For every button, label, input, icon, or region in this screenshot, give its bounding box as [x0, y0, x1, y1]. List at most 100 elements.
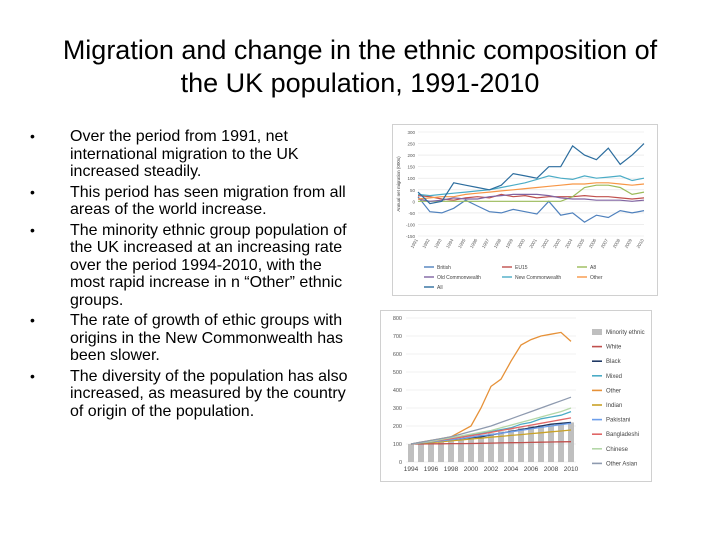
bullet-text: The rate of growth of ethic groups with …	[70, 312, 344, 364]
legend-label: White	[606, 345, 622, 351]
series-line	[417, 143, 645, 205]
x-tick-label: 2005	[576, 238, 586, 250]
y-tick-label: -150	[406, 234, 416, 239]
x-tick-label: 2009	[624, 238, 634, 250]
minority-ethnic-bar	[508, 429, 514, 462]
x-tick-label: 2007	[600, 238, 610, 250]
x-tick-label: 1993	[433, 238, 443, 250]
y-tick-label: 300	[407, 130, 415, 135]
legend-label: Black	[606, 359, 622, 365]
y-tick-label: 200	[407, 153, 415, 158]
minority-ethnic-bar	[558, 423, 564, 462]
series-line	[410, 429, 572, 445]
minority-ethnic-bar	[418, 443, 424, 462]
y-tick-label: 400	[393, 388, 402, 394]
series-line	[410, 396, 572, 445]
minority-ethnic-bar	[408, 444, 414, 462]
legend-label: Minority ethnic	[606, 330, 645, 336]
legend-label: All	[437, 285, 443, 291]
legend-swatch	[592, 329, 602, 335]
minority-ethnic-bar	[458, 438, 464, 462]
y-tick-label: 250	[407, 142, 415, 147]
bullet-dot: •	[30, 221, 35, 238]
series-line	[417, 182, 645, 200]
x-tick-label: 2010	[564, 466, 579, 473]
y-tick-label: 0	[399, 460, 402, 466]
bullet-item: • The diversity of the population has als…	[30, 368, 360, 421]
minority-ethnic-bar	[518, 427, 524, 462]
bullet-item: • The rate of growth of ethic groups with…	[30, 312, 360, 365]
series-line	[410, 407, 572, 445]
bullet-text: Over the period from 1991, net internati…	[70, 128, 299, 180]
series-line	[417, 193, 645, 201]
y-tick-label: 100	[393, 442, 402, 448]
y-tick-label: 50	[410, 188, 416, 193]
series-line	[417, 175, 645, 197]
minority-ethnic-bar	[488, 433, 494, 462]
y-axis-label: Annual net migration (000s)	[396, 156, 401, 212]
x-tick-label: 1994	[404, 466, 419, 473]
y-tick-label: 100	[407, 176, 415, 181]
x-tick-label: 1992	[421, 238, 431, 250]
bullet-list: • Over the period from 1991, net internat…	[30, 128, 360, 423]
y-tick-label: -50	[408, 211, 415, 216]
y-tick-label: -100	[406, 222, 416, 227]
x-tick-label: 2008	[612, 238, 622, 250]
legend-label: Pakistani	[606, 418, 630, 424]
x-tick-label: 2006	[588, 238, 598, 250]
bullet-dot: •	[30, 367, 35, 384]
legend-label: Other Asian	[606, 461, 637, 467]
y-tick-label: 150	[407, 165, 415, 170]
x-tick-label: 2001	[528, 238, 538, 250]
legend-label: Old Commonwealth	[437, 275, 481, 281]
y-tick-label: 500	[393, 370, 402, 376]
y-tick-label: 200	[393, 424, 402, 430]
net-migration-chart: 300 250 200 150 100 50 0 -50 -100 -150 Annual net …	[392, 124, 658, 296]
series-line	[417, 196, 645, 223]
legend-label: New Commonwealth	[515, 275, 561, 281]
legend-label: Bangladeshi	[606, 432, 639, 438]
minority-ethnic-bar	[548, 424, 554, 462]
legend-label: EU15	[515, 265, 528, 271]
series-line	[410, 422, 572, 445]
y-tick-label: 0	[412, 199, 415, 204]
minority-ethnic-bar	[468, 436, 474, 462]
x-tick-label: 2000	[464, 466, 479, 473]
bullet-dot: •	[30, 128, 35, 144]
x-tick-label: 1998	[444, 466, 459, 473]
y-tick-label: 700	[393, 334, 402, 340]
slide-title: Migration and change in the ethnic compo…	[20, 34, 700, 100]
y-tick-label: 800	[393, 316, 402, 322]
series-line	[411, 441, 572, 445]
x-tick-label: 1998	[493, 238, 503, 250]
legend-label: Chinese	[606, 447, 629, 453]
x-tick-label: 1999	[505, 238, 515, 250]
minority-ethnic-bar	[448, 439, 454, 462]
x-tick-label: 1996	[469, 238, 479, 250]
x-tick-label: 2010	[636, 238, 646, 250]
minority-ethnic-bar	[478, 435, 484, 462]
slide-title-line-1: Migration and change in the ethnic compo…	[62, 35, 658, 65]
x-tick-label: 1994	[445, 238, 455, 250]
bullet-dot: •	[30, 183, 35, 200]
x-tick-label: 1995	[457, 238, 467, 250]
x-tick-label: 2002	[484, 466, 499, 473]
slide-title-line-2: the UK population, 1991-2010	[180, 68, 540, 98]
bullet-item: • Over the period from 1991, net internat…	[30, 128, 360, 181]
x-tick-label: 2000	[517, 238, 527, 250]
x-tick-label: 2002	[540, 238, 550, 250]
chart-frame	[380, 310, 652, 482]
legend-label: Other	[606, 388, 621, 394]
legend-label: Other	[590, 275, 603, 281]
minority-ethnic-bar	[438, 441, 444, 462]
x-tick-label: 1996	[424, 466, 439, 473]
bullet-text: The diversity of the population has also…	[70, 367, 348, 420]
minority-ethnic-bar	[498, 431, 504, 462]
x-tick-label: 2008	[544, 466, 559, 473]
chart-frame	[392, 124, 658, 296]
y-tick-label: 600	[393, 352, 402, 358]
y-tick-label: 300	[393, 406, 402, 412]
minority-ethnic-bar	[538, 425, 544, 462]
bullet-item: • This period has seen migration from all…	[30, 184, 360, 219]
